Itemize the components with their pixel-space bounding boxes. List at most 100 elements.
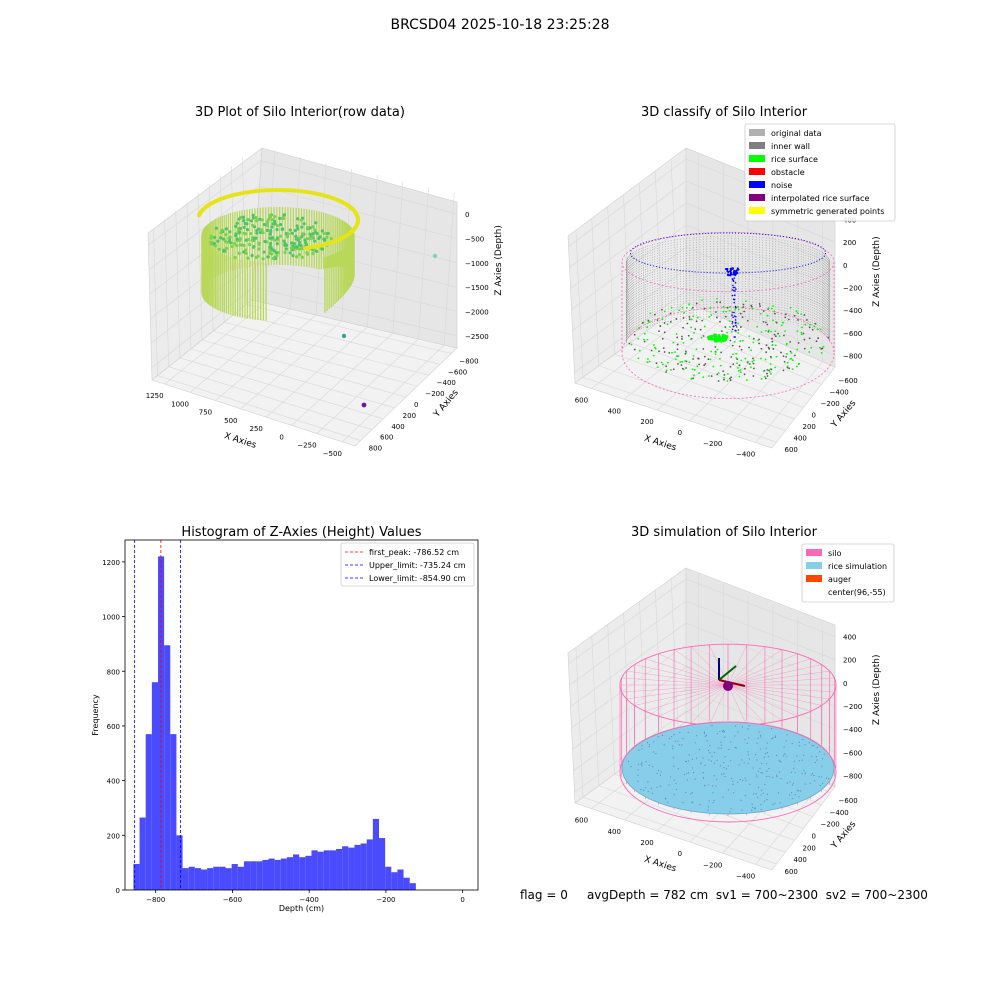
surface-point	[245, 227, 250, 232]
y-gridline	[157, 375, 361, 441]
rice-grid-point	[822, 782, 824, 784]
noise-column-point	[732, 316, 734, 318]
classified-point	[669, 320, 672, 323]
surface-point	[302, 222, 306, 226]
rice-grid-point	[766, 775, 768, 778]
x-tick-label: 500	[224, 417, 237, 425]
classified-point	[726, 380, 729, 382]
noise-column-point	[732, 289, 735, 292]
y-tick-label: 0	[812, 412, 816, 420]
classified-point	[803, 314, 806, 316]
rice-grid-point	[775, 754, 778, 756]
noise-column-point	[734, 305, 737, 308]
y-gridline	[639, 183, 647, 331]
surface-point	[233, 241, 237, 246]
classified-point	[764, 375, 766, 378]
classified-point	[696, 316, 699, 319]
classified-point	[770, 330, 772, 333]
classified-point	[695, 302, 698, 305]
classified-point	[794, 354, 796, 357]
surface-point	[303, 238, 307, 242]
classified-point	[663, 322, 666, 324]
classified-point	[778, 335, 781, 338]
classified-point	[760, 357, 762, 360]
surface-point	[256, 254, 260, 258]
surface-point	[261, 231, 265, 235]
legend-swatch	[749, 168, 765, 175]
surface-point	[291, 253, 295, 258]
rice-grid-point	[648, 746, 650, 748]
classified-point	[688, 303, 690, 306]
histogram-bar	[403, 877, 410, 890]
surface-point	[275, 242, 279, 246]
classified-point	[666, 323, 669, 326]
classified-point	[720, 330, 723, 333]
rice-grid-point	[710, 760, 713, 762]
classified-point	[692, 355, 695, 357]
x-gridline	[418, 186, 429, 340]
rice-grid-point	[730, 760, 732, 762]
classified-point	[715, 301, 718, 304]
outlier-point	[341, 333, 347, 339]
surface-point	[278, 216, 282, 220]
classified-point	[744, 357, 747, 360]
y-tick-label: 200	[403, 412, 416, 420]
surface-point	[325, 235, 329, 239]
surface-point	[274, 256, 278, 261]
plot-title: 3D simulation of Silo Interior	[631, 525, 818, 540]
classified-point	[731, 344, 734, 347]
rice-grid-point	[723, 761, 725, 764]
rice-grid-point	[819, 751, 821, 753]
noise-column-point	[735, 288, 737, 290]
rice-grid-point	[818, 775, 820, 778]
rice-grid-point	[659, 785, 662, 787]
surface-point	[228, 235, 232, 239]
x-tick-label: 1250	[146, 392, 164, 400]
classified-point	[681, 367, 684, 370]
classified-point	[790, 357, 793, 360]
rice-grid-point	[798, 760, 800, 762]
y-gridline	[670, 160, 679, 308]
rice-grid-point	[804, 773, 806, 775]
rice-grid-point	[774, 802, 776, 804]
classified-point	[777, 332, 779, 335]
classified-point	[660, 361, 663, 364]
rice-grid-point	[708, 784, 710, 786]
silo-wire-radial	[658, 653, 729, 686]
histogram-bar	[200, 869, 208, 890]
classified-point	[637, 357, 640, 360]
rice-grid-point	[766, 798, 768, 801]
rice-grid-point	[803, 769, 805, 771]
rice-grid-point	[761, 772, 764, 774]
outlier-point	[361, 402, 367, 408]
surface-point	[255, 231, 259, 235]
classified-point	[714, 353, 717, 356]
rice-grid-point	[764, 783, 766, 786]
classified-point	[693, 368, 696, 371]
y-tick-label: 600	[785, 446, 798, 454]
rice-grid-point	[754, 808, 756, 810]
classified-point	[648, 360, 651, 363]
rice-grid-point	[720, 744, 722, 746]
surface-point	[255, 219, 259, 223]
silo-wire-radial	[634, 684, 729, 706]
histogram-bar	[286, 857, 294, 890]
classified-point	[690, 338, 692, 341]
classified-point	[770, 373, 772, 375]
legend-label: obstacle	[771, 168, 805, 177]
z-axis-label: Z Axies (Depth)	[872, 236, 882, 307]
noise-column-point	[733, 311, 735, 314]
rice-grid-point	[708, 759, 710, 761]
rice-grid-point	[756, 774, 758, 776]
classified-point	[752, 341, 755, 344]
classified-point	[704, 362, 707, 365]
rice-grid-point	[821, 758, 824, 760]
x-tick-label: −200	[376, 896, 395, 904]
classified-point	[739, 340, 742, 342]
surface-point	[304, 242, 309, 247]
rice-grid-point	[813, 774, 815, 777]
classified-point	[692, 306, 694, 309]
rice-grid-point	[737, 731, 739, 733]
surface-point	[288, 251, 292, 255]
rice-grid-point	[719, 765, 721, 767]
